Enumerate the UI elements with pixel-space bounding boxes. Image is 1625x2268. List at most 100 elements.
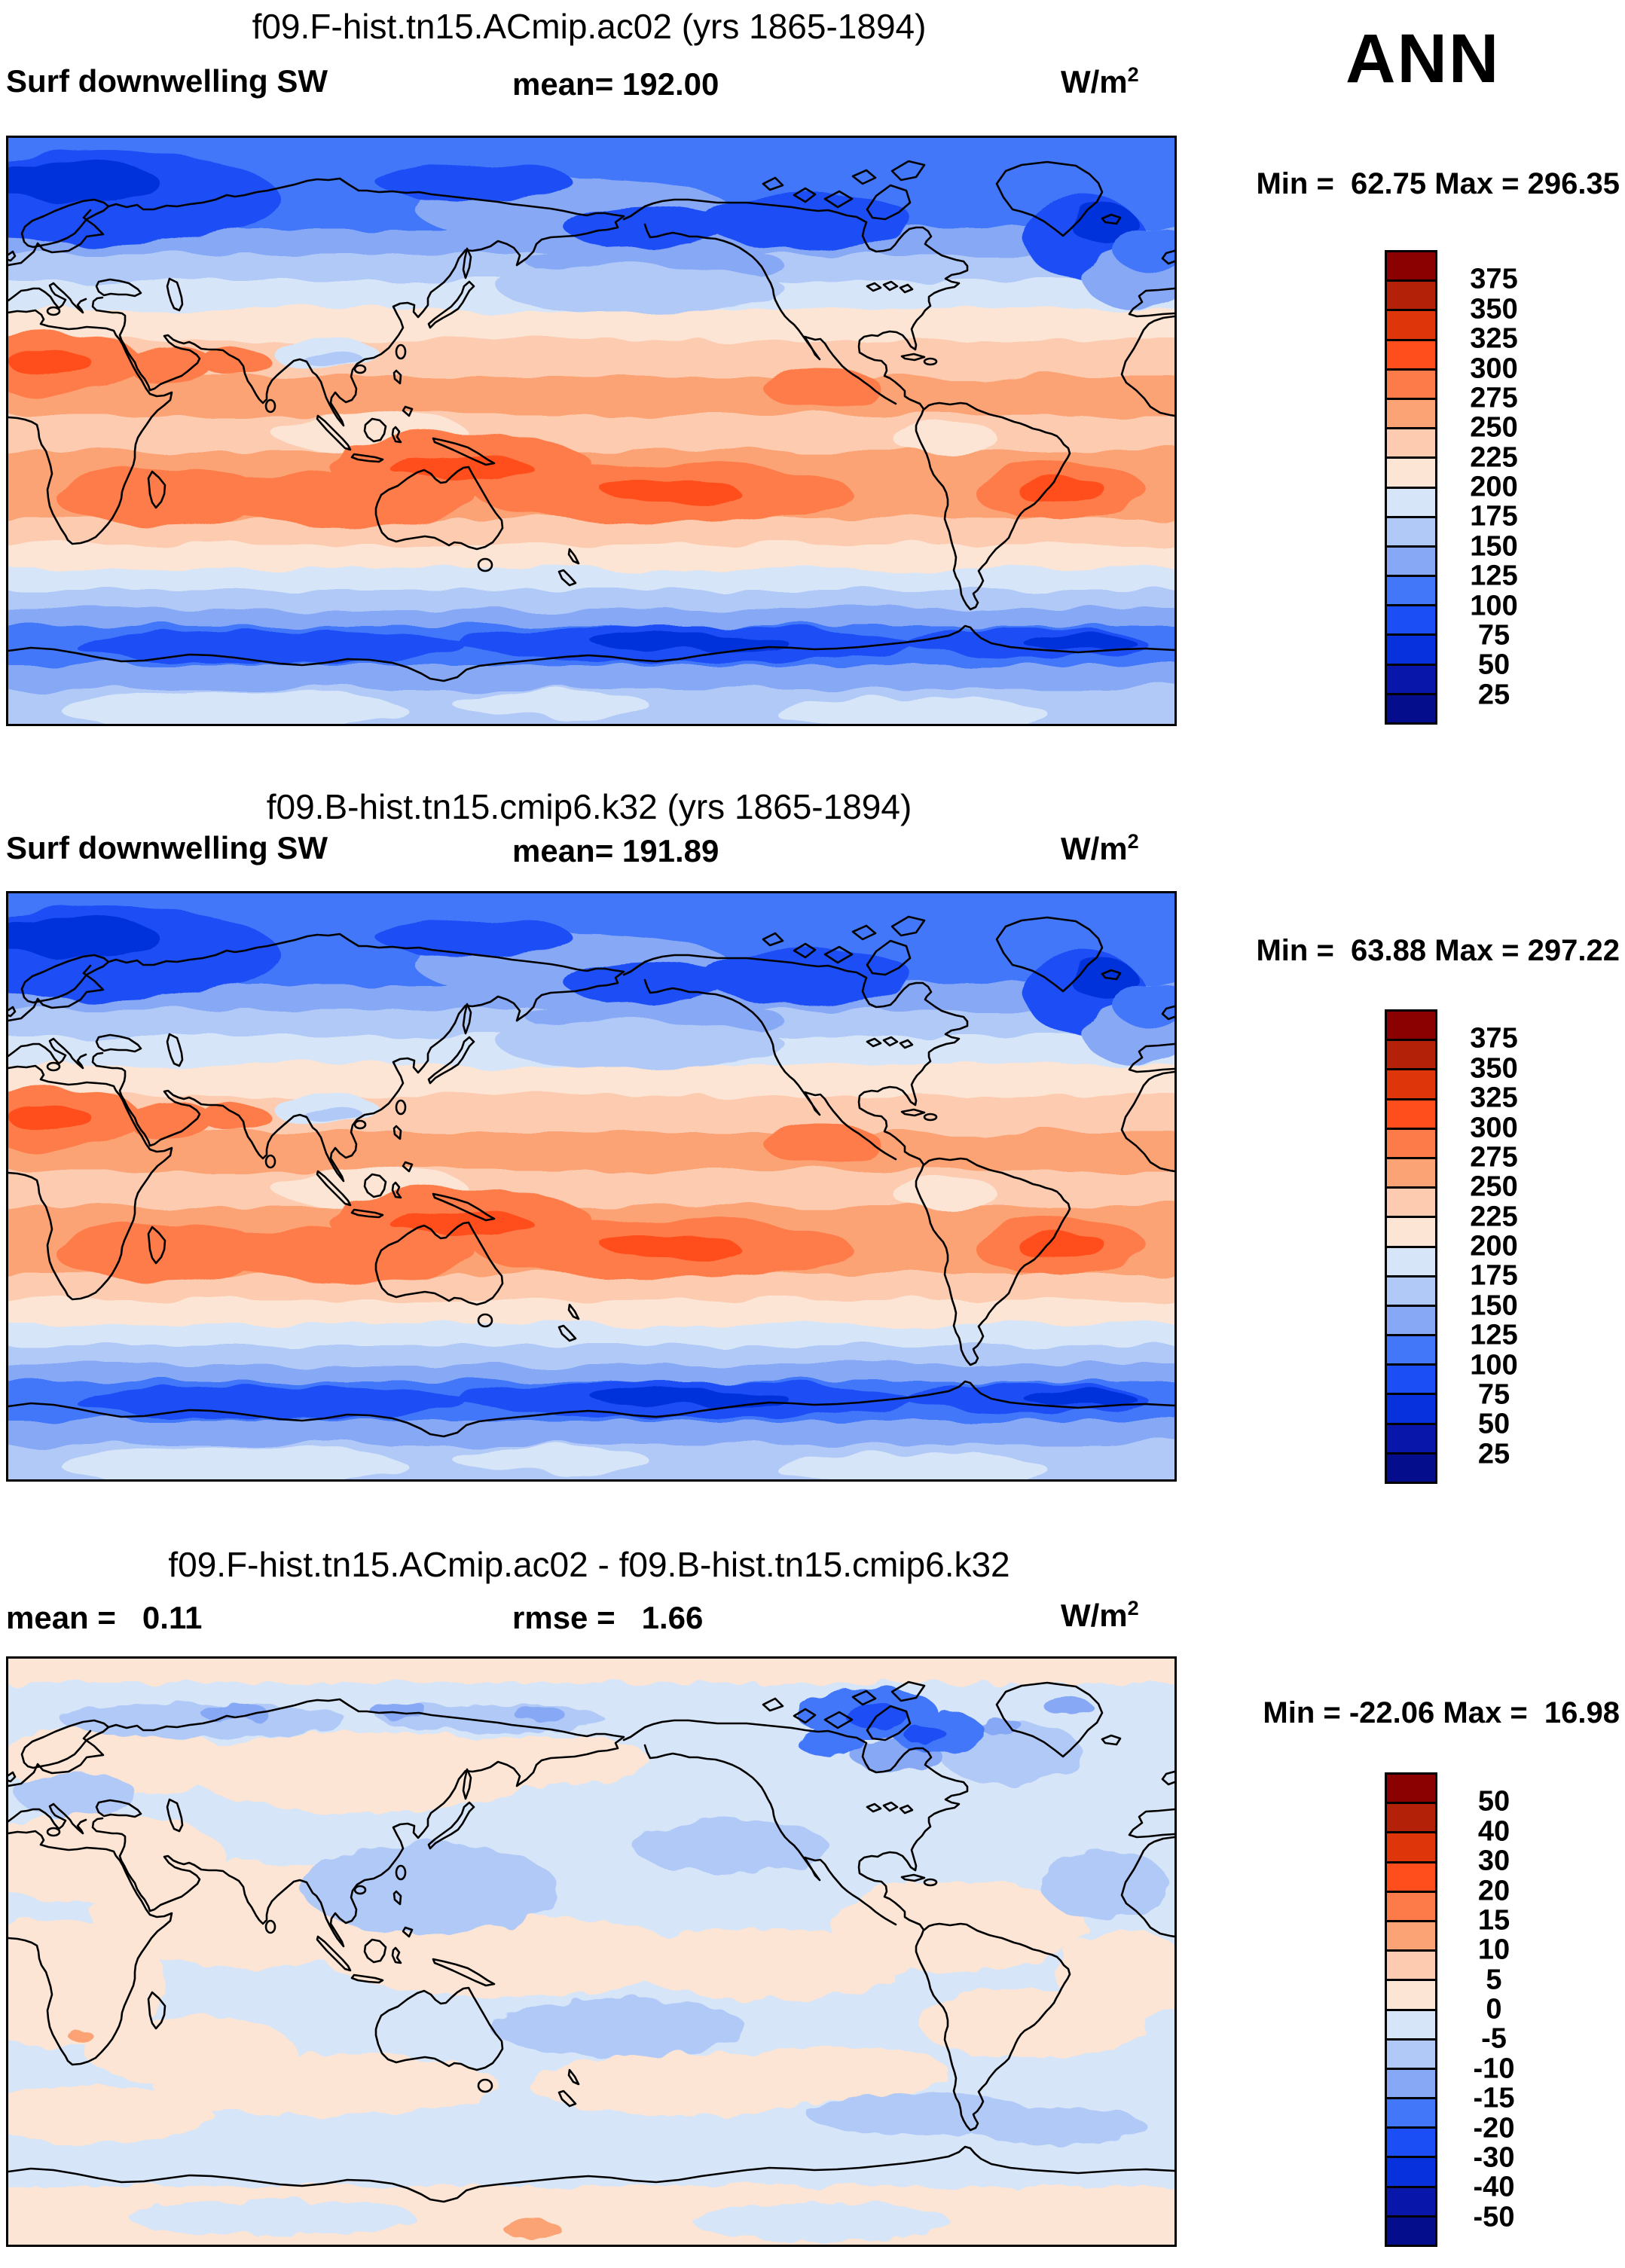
colorbar-cell [1387, 252, 1435, 280]
colorbar-tick-label: 20 [1477, 1875, 1510, 1906]
colorbar-cell [1387, 1451, 1435, 1482]
colorbar-cell [1387, 1012, 1435, 1039]
panel-title: f09.F-hist.tn15.ACmip.ac02 (yrs 1865-189… [252, 7, 927, 46]
colorbar-tick-label: 100 [1470, 1349, 1518, 1381]
colorbar: 50 40 30 20 15 10 5 0 -5 -10 -15 -20 -30 -40 -50 [1385, 1772, 1514, 2247]
colorbar-cell [1387, 1775, 1435, 1802]
colorbar-cell [1387, 2215, 1435, 2245]
colorbar-labels: 375 350 325 300 275 250 225 200 175 150 125 100 75 50… [1452, 250, 1535, 725]
map-canvas [8, 138, 1174, 724]
colorbar-cell [1387, 2185, 1435, 2215]
map-field [8, 1659, 1174, 2245]
variable-label: Surf downwelling SW [6, 830, 328, 865]
colorbar: 375 350 325 300 275 250 225 200 175 150 125 100 75 50… [1385, 1009, 1518, 1484]
colorbar-cell [1387, 1068, 1435, 1098]
colorbar-cells [1385, 1009, 1437, 1484]
colorbar-tick-label: 175 [1470, 500, 1518, 533]
map-field [8, 138, 1174, 724]
colorbar-cell [1387, 1979, 1435, 2009]
colorbar-cell [1387, 604, 1435, 634]
colorbar-cell [1387, 1363, 1435, 1393]
colorbar-tick-label: 5 [1486, 1964, 1502, 1996]
colorbar-cell [1387, 309, 1435, 339]
colorbar-tick-label: 225 [1470, 441, 1518, 474]
mean-stat-label: mean= 191.89 [512, 833, 719, 868]
colorbar-tick-label: 250 [1470, 1171, 1518, 1203]
colorbar-cell [1387, 1860, 1435, 1891]
colorbar-cell [1387, 1216, 1435, 1246]
colorbar-tick-label: 10 [1477, 1934, 1510, 1966]
colorbar-tick-label: 125 [1470, 1319, 1518, 1351]
colorbar-tick-label: -40 [1473, 2171, 1515, 2203]
colorbar-cell [1387, 633, 1435, 664]
colorbar-cell [1387, 2067, 1435, 2098]
colorbar-tick-label: -30 [1473, 2141, 1515, 2174]
colorbar-tick-label: -15 [1473, 2082, 1515, 2114]
units-label: W/m2 [1061, 63, 1139, 100]
colorbar-tick-label: 275 [1470, 382, 1518, 414]
map-canvas [8, 893, 1174, 1479]
colorbar-labels: 50 40 30 20 15 10 5 0 -5 -10 -15 -20 -30 -40 -50 [1452, 1772, 1535, 2247]
colorbar-tick-label: 125 [1470, 560, 1518, 592]
colorbar-tick-label: 200 [1470, 471, 1518, 503]
colorbar-tick-label: 350 [1470, 293, 1518, 325]
units-base: W/m [1061, 1598, 1128, 1633]
colorbar-tick-label: 25 [1477, 679, 1510, 711]
colorbar-tick-label: 300 [1470, 353, 1518, 384]
colorbar-cell [1387, 663, 1435, 693]
colorbar-cell [1387, 1127, 1435, 1157]
units-exponent: 2 [1127, 830, 1139, 853]
colorbar-tick-label: 40 [1477, 1815, 1510, 1848]
variable-label: Surf downwelling SW [6, 63, 328, 99]
colorbar-cell [1387, 1949, 1435, 1980]
map-case-a [6, 136, 1177, 726]
colorbar-cell [1387, 1393, 1435, 1423]
colorbar-tick-label: 150 [1470, 530, 1518, 563]
colorbar-tick-label: -20 [1473, 2112, 1515, 2144]
colorbar-cells [1385, 250, 1437, 725]
colorbar-cell [1387, 1039, 1435, 1069]
colorbar-tick-label: 275 [1470, 1141, 1518, 1174]
colorbar-tick-label: 350 [1470, 1052, 1518, 1085]
colorbar-cell [1387, 1097, 1435, 1128]
colorbar: 375 350 325 300 275 250 225 200 175 150 125 100 75 50… [1385, 250, 1518, 725]
colorbar-tick-label: -10 [1473, 2053, 1515, 2085]
colorbar-cell [1387, 545, 1435, 575]
mean-stat-label: mean = 0.11 [6, 1600, 203, 1635]
colorbar-cell [1387, 1831, 1435, 1861]
season-label: ANN [1346, 20, 1501, 97]
units-base: W/m [1061, 831, 1128, 866]
colorbar-cell [1387, 515, 1435, 545]
minmax-label: Min = 62.75 Max = 296.35 [1256, 167, 1620, 200]
units-label: W/m2 [1061, 830, 1139, 867]
colorbar-cell [1387, 2156, 1435, 2186]
colorbar-tick-label: 0 [1486, 1993, 1502, 2025]
colorbar-cell [1387, 2038, 1435, 2068]
colorbar-cell [1387, 1802, 1435, 1832]
panel-title: f09.B-hist.tn15.cmip6.k32 (yrs 1865-1894… [266, 787, 912, 826]
rmse-stat-label: rmse = 1.66 [512, 1600, 704, 1635]
colorbar-tick-label: 150 [1470, 1290, 1518, 1322]
colorbar-tick-label: 325 [1470, 1082, 1518, 1114]
minmax-label: Min = 63.88 Max = 297.22 [1256, 934, 1620, 967]
colorbar-cell [1387, 368, 1435, 398]
colorbar-cell [1387, 2097, 1435, 2127]
colorbar-tick-label: 250 [1470, 411, 1518, 444]
colorbar-cell [1387, 427, 1435, 457]
colorbar-tick-label: 50 [1477, 1785, 1510, 1818]
colorbar-cell [1387, 2008, 1435, 2038]
colorbar-tick-label: 325 [1470, 322, 1518, 355]
colorbar-cell [1387, 2126, 1435, 2157]
mean-stat-label: mean= 192.00 [512, 66, 719, 102]
colorbar-cell [1387, 1304, 1435, 1335]
colorbar-tick-label: 50 [1477, 649, 1510, 681]
colorbar-cell [1387, 1156, 1435, 1187]
colorbar-tick-label: -50 [1473, 2201, 1515, 2233]
colorbar-tick-label: 25 [1477, 1438, 1510, 1470]
units-exponent: 2 [1127, 63, 1139, 86]
colorbar-cell [1387, 692, 1435, 722]
colorbar-tick-label: 200 [1470, 1230, 1518, 1262]
units-exponent: 2 [1127, 1597, 1139, 1619]
colorbar-cell [1387, 456, 1435, 487]
colorbar-cells [1385, 1772, 1437, 2247]
